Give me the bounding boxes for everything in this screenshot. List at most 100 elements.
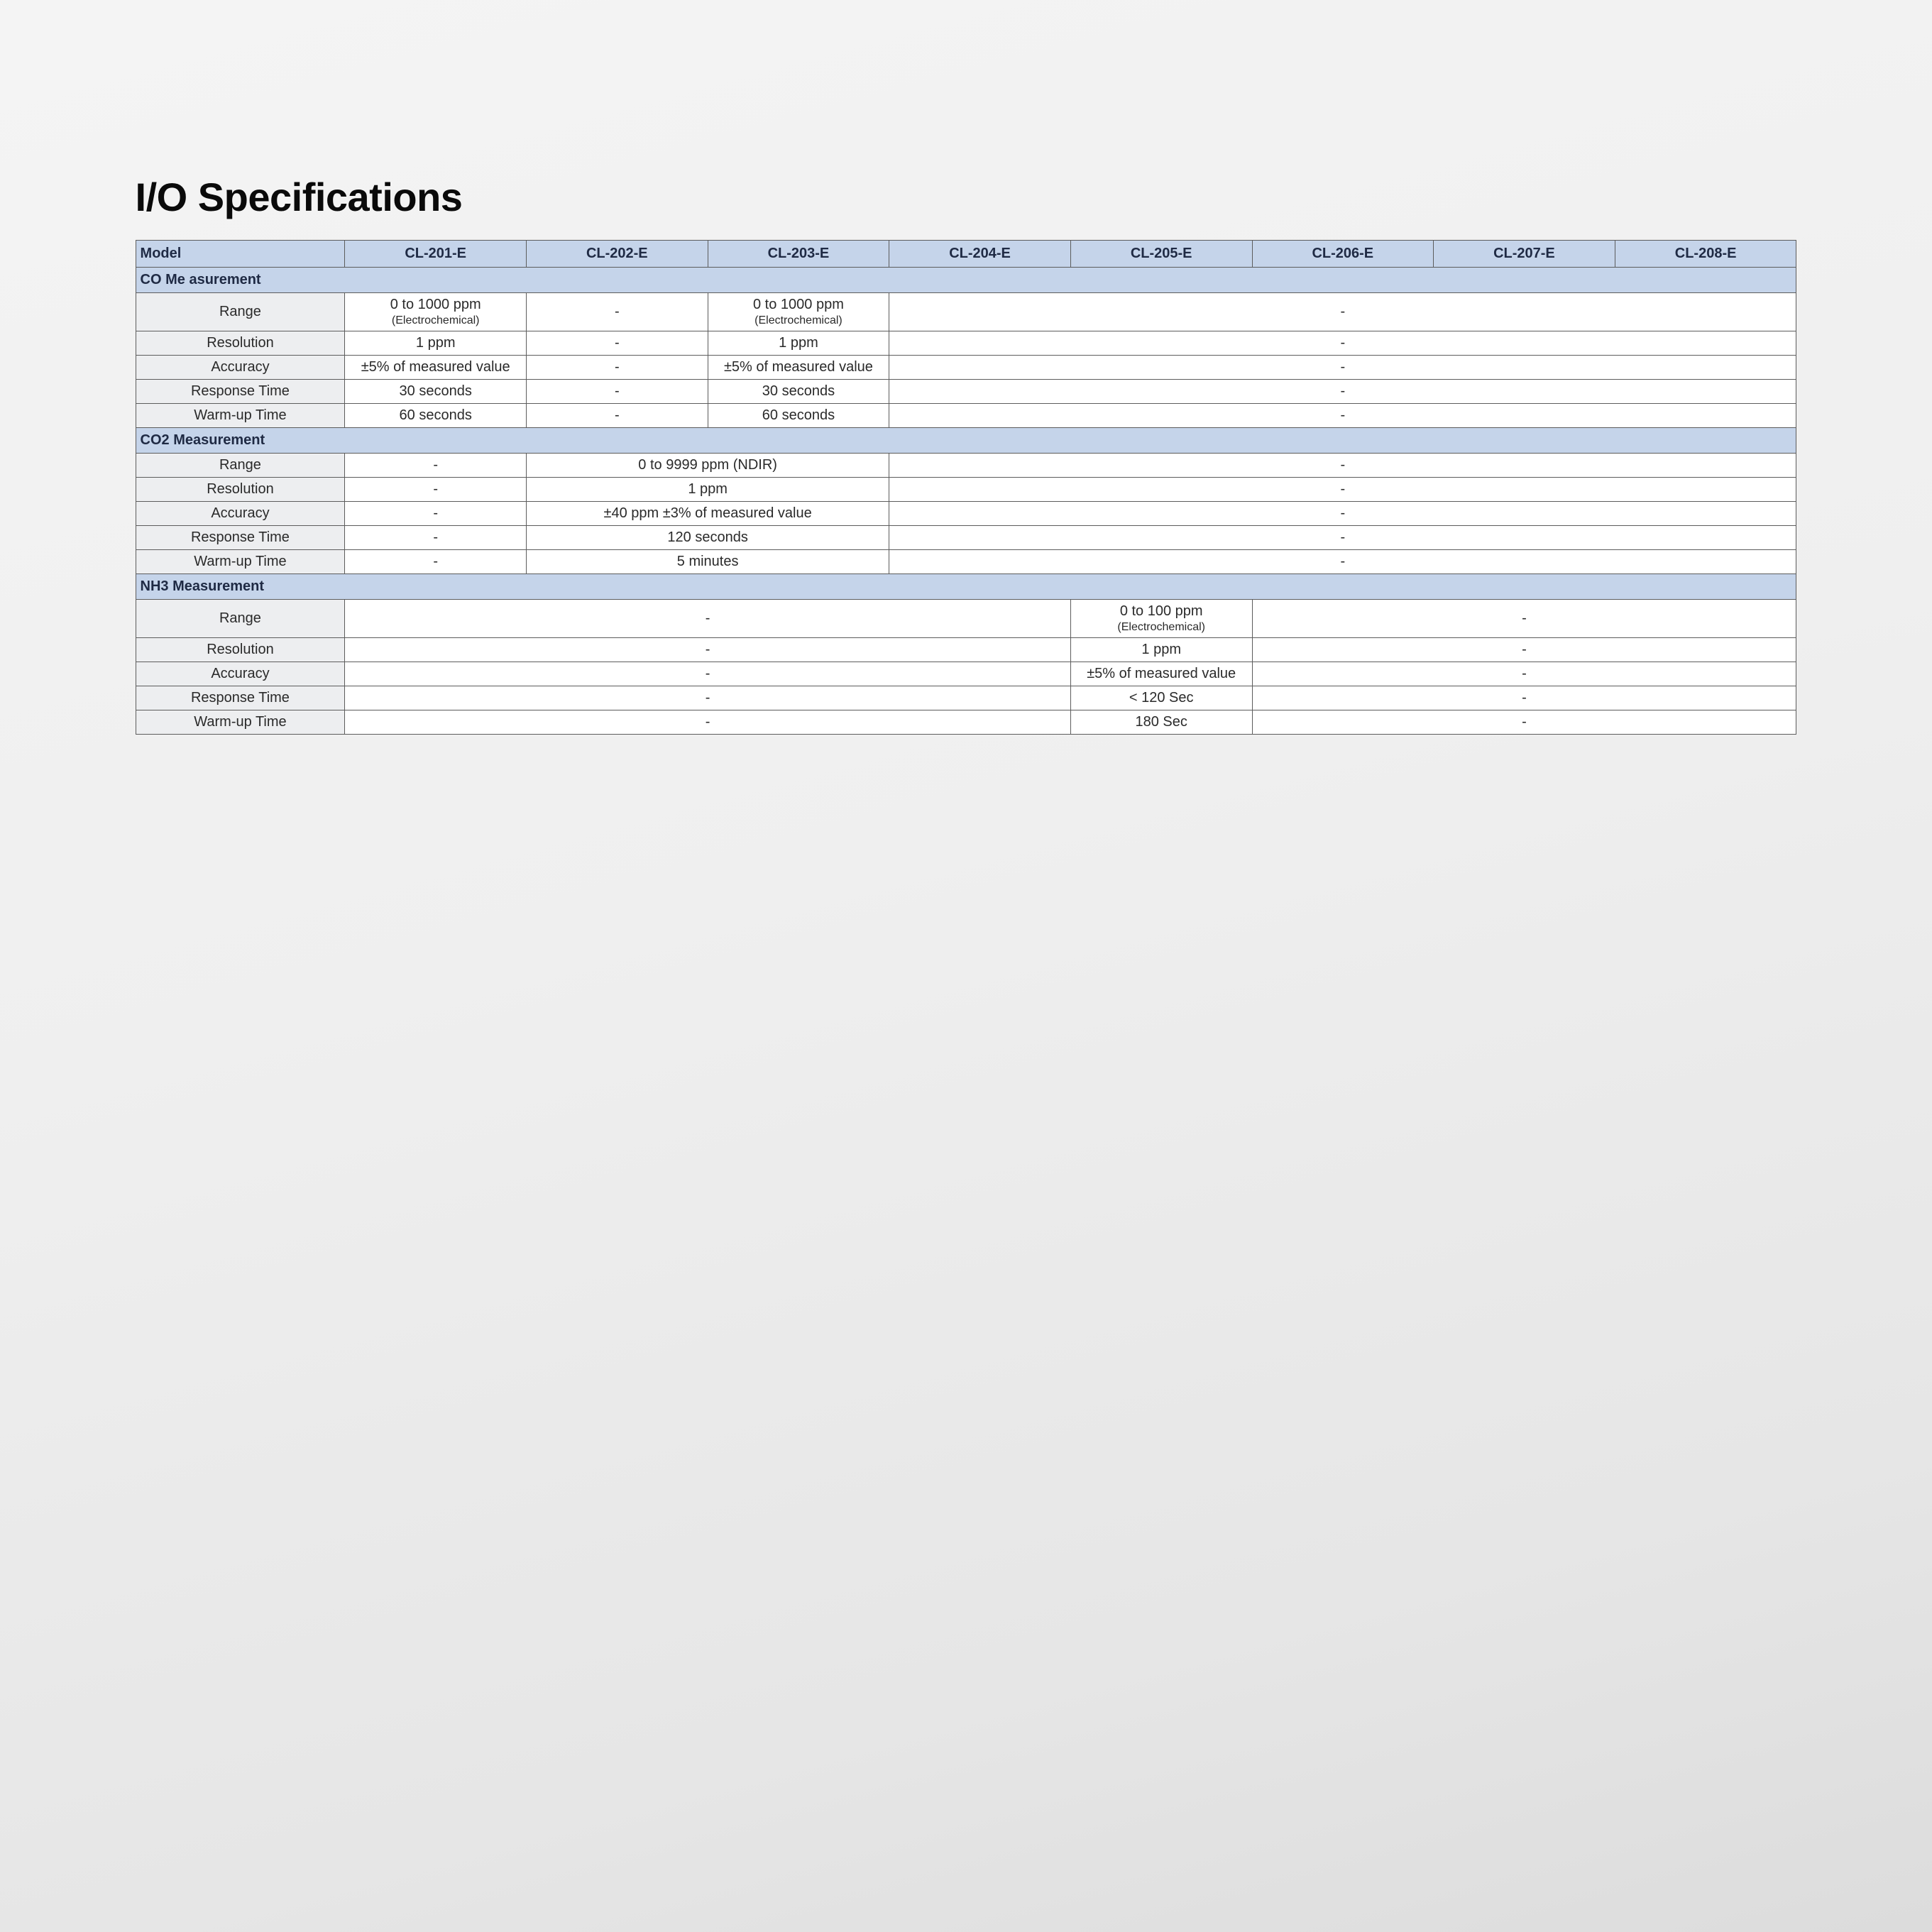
section-row: CO2 Measurement: [136, 427, 1796, 453]
spec-cell-subnote: (Electrochemical): [1075, 620, 1248, 635]
spec-cell: -: [889, 403, 1796, 427]
spec-cell: 30 seconds: [708, 379, 889, 403]
row-label: Resolution: [136, 331, 345, 355]
spec-cell: -: [345, 477, 527, 501]
section-title: CO2 Measurement: [136, 427, 1796, 453]
spec-cell: -: [889, 525, 1796, 549]
spec-cell: -: [527, 355, 708, 379]
spec-cell: 180 Sec: [1070, 710, 1252, 734]
spec-cell: -: [1252, 599, 1796, 637]
model-col-5: CL-206-E: [1252, 240, 1434, 267]
spec-cell-subnote: (Electrochemical): [713, 314, 885, 328]
model-col-6: CL-207-E: [1434, 240, 1615, 267]
spec-cell: 60 seconds: [708, 403, 889, 427]
spec-cell: ±5% of measured value: [1070, 662, 1252, 686]
table-body: CO Me asurementRange0 to 1000 ppm(Electr…: [136, 267, 1796, 734]
section-title: CO Me asurement: [136, 267, 1796, 292]
row-label: Warm-up Time: [136, 710, 345, 734]
row-label: Response Time: [136, 379, 345, 403]
table-row: Resolution-1 ppm-: [136, 637, 1796, 662]
table-row: Accuracy-±5% of measured value-: [136, 662, 1796, 686]
spec-cell: 5 minutes: [527, 549, 889, 573]
spec-cell-main: 0 to 1000 ppm: [713, 296, 885, 314]
spec-cell: -: [345, 686, 1071, 710]
model-col-2: CL-203-E: [708, 240, 889, 267]
spec-cell: 0 to 9999 ppm (NDIR): [527, 453, 889, 477]
spec-cell-main: 0 to 1000 ppm: [349, 296, 522, 314]
spec-cell: -: [889, 477, 1796, 501]
row-label: Accuracy: [136, 355, 345, 379]
spec-table: Model CL-201-E CL-202-E CL-203-E CL-204-…: [136, 240, 1797, 735]
spec-cell: -: [345, 599, 1071, 637]
spec-cell: 0 to 1000 ppm(Electrochemical): [345, 292, 527, 331]
row-label: Accuracy: [136, 662, 345, 686]
spec-cell: -: [527, 331, 708, 355]
spec-cell: -: [889, 549, 1796, 573]
spec-cell: -: [889, 501, 1796, 525]
table-row: Response Time-< 120 Sec-: [136, 686, 1796, 710]
spec-cell: -: [345, 549, 527, 573]
table-row: Response Time-120 seconds-: [136, 525, 1796, 549]
spec-cell: ±5% of measured value: [345, 355, 527, 379]
spec-cell: -: [889, 331, 1796, 355]
header-row: Model CL-201-E CL-202-E CL-203-E CL-204-…: [136, 240, 1796, 267]
spec-cell: ±5% of measured value: [708, 355, 889, 379]
row-label: Warm-up Time: [136, 549, 345, 573]
model-col-3: CL-204-E: [889, 240, 1071, 267]
row-label: Response Time: [136, 686, 345, 710]
section-title: NH3 Measurement: [136, 573, 1796, 599]
row-label: Resolution: [136, 637, 345, 662]
spec-cell: -: [1252, 662, 1796, 686]
row-label: Response Time: [136, 525, 345, 549]
table-row: Range0 to 1000 ppm(Electrochemical)-0 to…: [136, 292, 1796, 331]
row-label: Accuracy: [136, 501, 345, 525]
spec-cell: -: [889, 292, 1796, 331]
spec-cell: 120 seconds: [527, 525, 889, 549]
spec-cell: -: [345, 501, 527, 525]
row-label: Range: [136, 292, 345, 331]
spec-cell-subnote: (Electrochemical): [349, 314, 522, 328]
spec-cell: 1 ppm: [708, 331, 889, 355]
spec-cell: -: [527, 379, 708, 403]
model-col-7: CL-208-E: [1615, 240, 1796, 267]
spec-cell-main: 0 to 100 ppm: [1075, 603, 1248, 620]
spec-cell: -: [1252, 686, 1796, 710]
spec-cell: -: [889, 379, 1796, 403]
spec-cell: -: [889, 453, 1796, 477]
spec-cell: 0 to 1000 ppm(Electrochemical): [708, 292, 889, 331]
spec-cell: < 120 Sec: [1070, 686, 1252, 710]
table-row: Resolution1 ppm-1 ppm-: [136, 331, 1796, 355]
table-row: Warm-up Time60 seconds-60 seconds-: [136, 403, 1796, 427]
spec-sheet: I/O Specifications Model CL-201-E CL-202…: [136, 174, 1797, 735]
spec-cell: -: [889, 355, 1796, 379]
model-label-header: Model: [136, 240, 345, 267]
spec-cell: -: [345, 662, 1071, 686]
row-label: Range: [136, 599, 345, 637]
spec-cell: -: [527, 403, 708, 427]
spec-cell: -: [527, 292, 708, 331]
spec-cell: ±40 ppm ±3% of measured value: [527, 501, 889, 525]
spec-cell: -: [345, 637, 1071, 662]
spec-cell: -: [1252, 637, 1796, 662]
spec-cell: 30 seconds: [345, 379, 527, 403]
spec-cell: 60 seconds: [345, 403, 527, 427]
page-title: I/O Specifications: [136, 174, 1797, 220]
table-head: Model CL-201-E CL-202-E CL-203-E CL-204-…: [136, 240, 1796, 267]
table-row: Accuracy±5% of measured value-±5% of mea…: [136, 355, 1796, 379]
spec-cell: -: [1252, 710, 1796, 734]
table-row: Response Time30 seconds-30 seconds-: [136, 379, 1796, 403]
table-row: Warm-up Time-180 Sec-: [136, 710, 1796, 734]
spec-cell: -: [345, 710, 1071, 734]
table-row: Warm-up Time-5 minutes-: [136, 549, 1796, 573]
row-label: Range: [136, 453, 345, 477]
table-row: Resolution-1 ppm-: [136, 477, 1796, 501]
model-col-0: CL-201-E: [345, 240, 527, 267]
spec-cell: 1 ppm: [345, 331, 527, 355]
section-row: NH3 Measurement: [136, 573, 1796, 599]
model-col-1: CL-202-E: [527, 240, 708, 267]
spec-cell: 0 to 100 ppm(Electrochemical): [1070, 599, 1252, 637]
section-row: CO Me asurement: [136, 267, 1796, 292]
row-label: Warm-up Time: [136, 403, 345, 427]
table-row: Range-0 to 9999 ppm (NDIR)-: [136, 453, 1796, 477]
table-row: Range-0 to 100 ppm(Electrochemical)-: [136, 599, 1796, 637]
